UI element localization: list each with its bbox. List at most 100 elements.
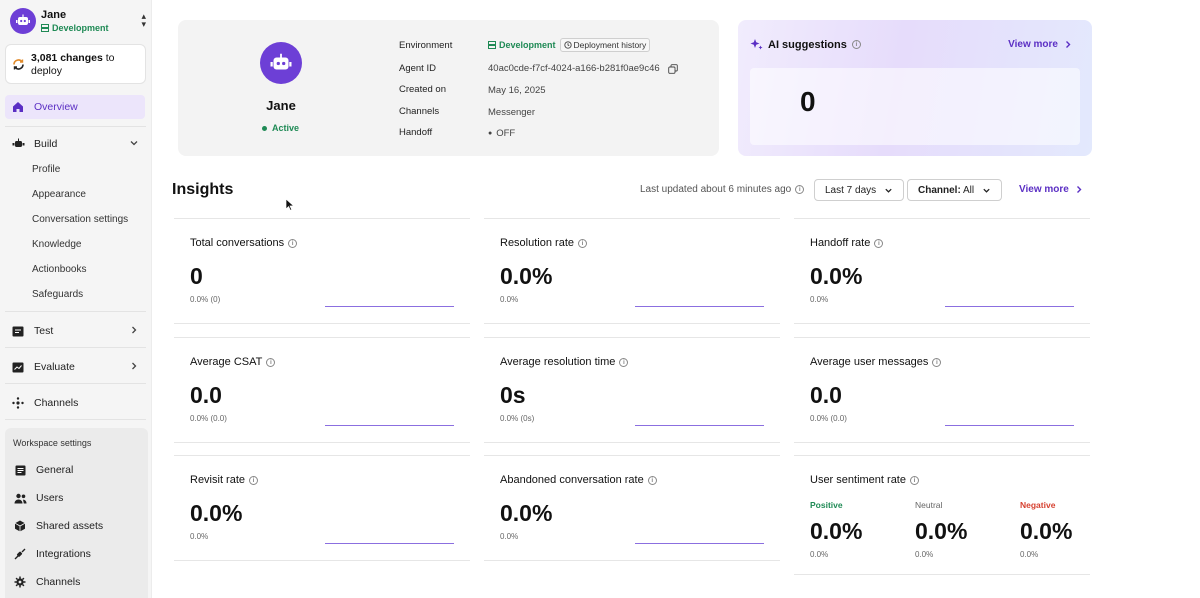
handoff-label: Handoff <box>399 127 433 138</box>
deploy-text: 3,081 changes to deploy <box>31 52 115 77</box>
robot-icon <box>16 14 30 25</box>
info-icon[interactable]: i <box>932 357 942 367</box>
ai-view-more-link[interactable]: View more <box>1008 39 1072 50</box>
ws-general[interactable]: General <box>13 460 73 480</box>
nav-test[interactable]: Test <box>5 319 145 343</box>
chevron-down-icon <box>885 188 892 193</box>
info-icon[interactable]: i <box>909 475 919 485</box>
metric-total-conversations: Total conversations i 0 0.0% (0) <box>174 218 470 324</box>
info-icon[interactable]: i <box>851 40 861 49</box>
sparkline <box>635 306 764 307</box>
date-range-dropdown[interactable]: Last 7 days <box>814 179 905 201</box>
info-icon[interactable]: i <box>578 238 587 248</box>
environment-badge: Development <box>488 40 556 50</box>
info-icon[interactable]: i <box>647 475 657 485</box>
status-dot <box>262 125 267 131</box>
robot-icon <box>270 53 292 69</box>
agent-avatar-large <box>260 42 302 84</box>
metric-value: 0 <box>190 263 203 289</box>
metric-change: 0.0% (0.0) <box>190 414 227 423</box>
environment-label: Environment <box>399 40 453 51</box>
metric-value: 0.0 <box>190 382 222 408</box>
copy-icon[interactable] <box>667 63 678 74</box>
channels-label: Channels <box>399 106 440 117</box>
metric-value: 0.0% <box>190 500 243 526</box>
metric-change: 0.0% (0) <box>190 295 221 304</box>
created-on-value: May 16, 2025 <box>488 85 546 96</box>
deployment-history-button[interactable]: Deployment history <box>559 38 651 52</box>
info-icon[interactable]: i <box>874 238 884 248</box>
workspace-settings-title: Workspace settings <box>13 438 92 448</box>
nav-build-safeguards[interactable]: Safeguards <box>32 289 84 300</box>
sparkline <box>325 425 454 426</box>
test-icon <box>11 324 25 338</box>
ws-channels[interactable]: Channels <box>13 572 80 592</box>
divider <box>5 311 146 312</box>
sparkle-icon <box>750 39 763 50</box>
agent-card: Jane Active Environment Development Depl… <box>178 20 719 156</box>
info-icon[interactable]: i <box>619 357 629 367</box>
mouse-cursor-icon <box>285 198 294 211</box>
chevron-down-icon <box>983 188 990 193</box>
nav-channels[interactable]: Channels <box>5 391 145 415</box>
agent-avatar <box>10 8 36 34</box>
metric-value: 0.0% <box>500 263 553 289</box>
info-icon[interactable]: i <box>795 185 805 194</box>
channel-filter-dropdown[interactable]: Channel: All <box>907 179 1003 201</box>
info-icon[interactable]: i <box>249 475 259 485</box>
metric-value: 0s <box>500 382 526 408</box>
metric-abandoned-conversation-rate: Abandoned conversation rate i 0.0% 0.0% <box>484 455 780 561</box>
nav-build-profile[interactable]: Profile <box>32 164 61 175</box>
plug-icon <box>13 547 27 561</box>
general-icon <box>13 463 27 477</box>
metric-change: 0.0% (0.0) <box>810 414 847 423</box>
metric-value: 0.0 <box>810 382 842 408</box>
status-badge: Active <box>262 123 299 133</box>
ws-integrations[interactable]: Integrations <box>13 544 91 564</box>
nav-build-conversation-settings[interactable]: Conversation settings <box>32 214 129 225</box>
agent-id-label: Agent ID <box>399 63 436 74</box>
sentiment-negative: Negative 0.0% 0.0% <box>1020 500 1073 559</box>
insights-view-more-link[interactable]: View more <box>1019 184 1083 195</box>
ai-suggestions-box: 0 <box>750 68 1080 145</box>
workspace-switcher[interactable]: Jane Development ▴ ▾ <box>8 6 148 38</box>
sentiment-positive: Positive 0.0% 0.0% <box>810 500 863 559</box>
metric-change: 0.0% <box>810 295 829 304</box>
sparkline <box>945 306 1074 307</box>
chevron-updown-icon: ▴ ▾ <box>141 11 146 29</box>
sparkline <box>325 306 454 307</box>
chevron-down-icon <box>130 141 138 146</box>
ai-suggestions-count: 0 <box>800 86 816 117</box>
nav-build[interactable]: Build <box>5 132 145 156</box>
metric-revisit-rate: Revisit rate i 0.0% 0.0% <box>174 455 470 561</box>
sync-icon <box>13 59 24 70</box>
nav-overview[interactable]: Overview <box>5 95 145 119</box>
server-icon <box>488 41 496 49</box>
metric-change: 0.0% <box>190 532 209 541</box>
nav-build-actionbooks[interactable]: Actionbooks <box>32 264 87 275</box>
sparkline <box>635 425 764 426</box>
ws-shared-assets[interactable]: Shared assets <box>13 516 103 536</box>
metric-value: 0.0% <box>810 263 863 289</box>
ws-users[interactable]: Users <box>13 488 63 508</box>
nav-build-appearance[interactable]: Appearance <box>32 189 86 200</box>
history-icon <box>563 41 572 49</box>
deploy-card[interactable]: 3,081 changes to deploy <box>5 44 146 84</box>
channels-value: Messenger <box>488 107 535 118</box>
info-icon[interactable]: i <box>288 238 298 248</box>
server-icon <box>41 24 49 32</box>
metric-change: 0.0% <box>500 532 519 541</box>
nav-build-knowledge[interactable]: Knowledge <box>32 239 82 250</box>
metric-average-user-messages: Average user messages i 0.0 0.0% (0.0) <box>794 337 1090 443</box>
gear-icon <box>13 575 27 589</box>
sparkline <box>945 425 1074 426</box>
cube-icon <box>13 519 27 533</box>
home-icon <box>11 100 25 114</box>
metric-average-csat: Average CSAT i 0.0 0.0% (0.0) <box>174 337 470 443</box>
nav-evaluate[interactable]: Evaluate <box>5 355 145 379</box>
chevron-right-icon <box>1076 186 1082 193</box>
divider <box>5 126 146 127</box>
divider <box>5 419 146 420</box>
channels-icon <box>11 396 25 410</box>
info-icon[interactable]: i <box>266 357 276 367</box>
